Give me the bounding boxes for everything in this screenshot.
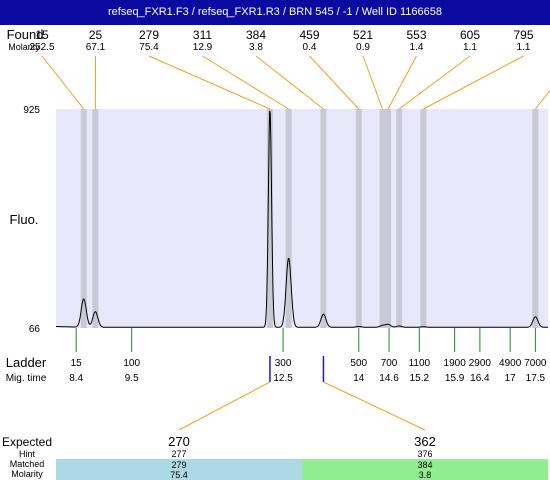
expected-value: 270 <box>168 434 190 449</box>
found-row-label: Found <box>7 27 44 42</box>
matched-background <box>302 459 548 480</box>
y-tick-label: 66 <box>29 324 41 335</box>
peak-band <box>80 109 87 328</box>
found-molarity-label: 75.4 <box>139 42 159 53</box>
found-size-label: 553 <box>406 28 426 42</box>
trace-line <box>56 110 548 328</box>
matched-row-label: Matched <box>10 459 45 469</box>
ladder-mig-time-label: 9.5 <box>125 373 139 384</box>
found-connector-line <box>362 55 383 110</box>
ladder-mig-time-label: 17 <box>505 373 517 384</box>
found-size-label: 384 <box>246 28 266 42</box>
ladder-mig-time-label: 15.9 <box>445 373 465 384</box>
peak-band <box>420 109 427 328</box>
ladder-size-label: 1900 <box>444 358 467 369</box>
ladder-mig-time-label: 15.2 <box>410 373 430 384</box>
found-molarity-label: 67.1 <box>86 42 106 53</box>
expected-connector-line <box>178 381 271 431</box>
found-molarity-label: 1.1 <box>517 42 531 53</box>
found-connector-line <box>202 55 289 110</box>
found-connector-line <box>255 55 324 110</box>
ladder-size-label: 500 <box>350 358 367 369</box>
ladder-size-label: 100 <box>123 358 140 369</box>
ladder-size-label: 4900 <box>499 358 522 369</box>
found-size-label: 459 <box>299 28 319 42</box>
ladder-size-label: 1100 <box>409 358 431 369</box>
peak-band <box>320 109 327 328</box>
found-connector-line <box>398 55 471 110</box>
peak-band-layer <box>80 109 539 328</box>
ladder-size-label: 7000 <box>524 358 547 369</box>
found-molarity-label: 0.9 <box>356 42 370 53</box>
expected-connector-line <box>323 381 426 431</box>
found-molarity-label: 1.1 <box>463 42 477 53</box>
ladder-size-label: 2900 <box>469 358 492 369</box>
ladder-layer: 15 8.4 100 9.5 300 12.5 500 14 700 14.6 1100 15.2 19… <box>69 328 547 384</box>
matched-molarity-value: 3.8 <box>419 470 432 480</box>
matched-value: 279 <box>171 460 186 470</box>
hint-value: 277 <box>171 449 186 459</box>
matched-value: 384 <box>417 460 432 470</box>
molarity-bottom-label: Molarity <box>11 469 43 479</box>
ladder-mig-time-label: 14.6 <box>379 373 399 384</box>
found-connector-line <box>309 55 360 110</box>
peak-band <box>92 109 99 328</box>
ladder-mig-time-label: 12.5 <box>273 373 293 384</box>
found-size-label: 795 <box>513 28 533 42</box>
hint-row-label: Hint <box>19 449 36 459</box>
ladder-size-label: 700 <box>381 358 398 369</box>
ladder-size-label: 15 <box>71 358 83 369</box>
ladder-mig-time-label: 17.5 <box>526 373 546 384</box>
found-size-label: 311 <box>193 28 212 42</box>
found-connector-line <box>41 55 85 110</box>
ladder-mig-time-label: 8.4 <box>69 373 83 384</box>
found-connector-line <box>423 55 524 110</box>
found-size-label: 15 <box>35 28 49 42</box>
ladder-mig-time-label: 14 <box>353 373 365 384</box>
plot-area: 925 66 <box>23 105 548 335</box>
found-molarity-label: 3.8 <box>249 42 263 53</box>
molarity-row-label: Molarity <box>8 42 40 52</box>
found-connector-line <box>534 89 550 110</box>
ladder-size-label: 300 <box>275 358 292 369</box>
found-molarity-label: 0.4 <box>303 42 317 53</box>
found-connector-line <box>148 55 271 110</box>
peak-band <box>396 109 403 328</box>
hint-value: 376 <box>417 449 432 459</box>
peak-band <box>379 109 386 328</box>
matched-molarity-value: 75.4 <box>170 470 188 480</box>
found-size-label: 605 <box>460 28 480 42</box>
ladder-mig-time-label: 16.4 <box>470 373 490 384</box>
peak-band <box>532 109 539 328</box>
found-size-label: 279 <box>139 28 159 42</box>
peak-band <box>355 109 362 328</box>
expected-row-label: Expected <box>2 435 52 449</box>
found-molarity-label: 252.5 <box>29 42 54 53</box>
found-molarity-label: 12.9 <box>193 42 213 53</box>
peak-band <box>266 109 273 328</box>
found-size-label: 521 <box>353 28 373 42</box>
ladder-row-label: Ladder <box>6 355 47 370</box>
plot-background <box>56 109 548 328</box>
y-tick-label: 925 <box>23 105 40 116</box>
found-connector-line <box>387 55 417 110</box>
found-molarity-label: 1.4 <box>410 42 424 53</box>
expected-value: 362 <box>414 434 436 449</box>
matched-background <box>56 459 302 480</box>
peak-band <box>285 109 292 328</box>
chart-title: refseq_FXR1.F3 / refseq_FXR1.R3 / BRN 54… <box>0 0 550 25</box>
found-size-label: 25 <box>89 28 103 42</box>
y-axis-label: Fluo. <box>10 212 39 227</box>
peak-band <box>385 109 392 328</box>
mig-time-row-label: Mig. time <box>6 373 47 384</box>
trace-layer <box>56 110 548 328</box>
